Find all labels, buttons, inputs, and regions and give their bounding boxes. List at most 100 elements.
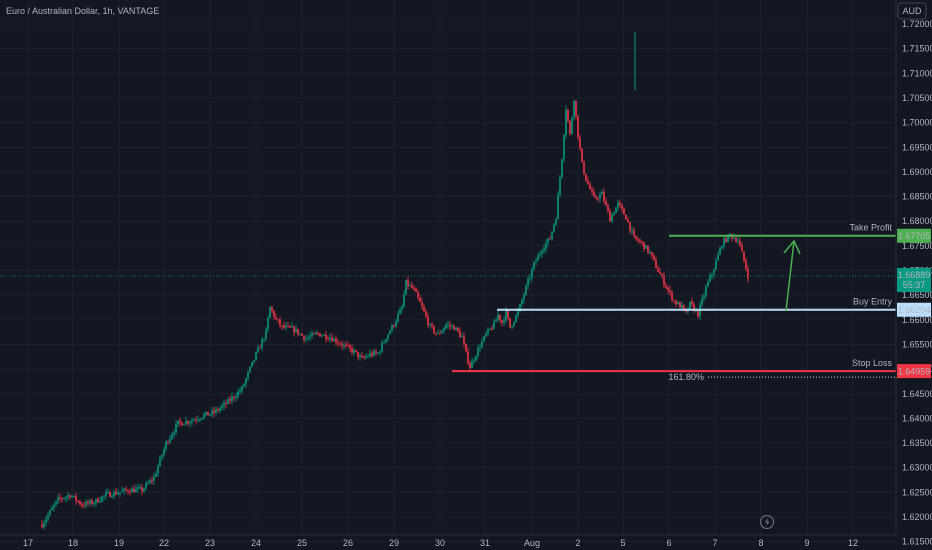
candle: [83, 501, 85, 508]
candle: [115, 487, 117, 496]
level-label: Stop Loss: [852, 358, 893, 368]
candle: [189, 420, 191, 428]
target-arrow: [783, 239, 801, 312]
levels-layer: Take Profit Buy Entry Stop Loss 161.80%: [0, 223, 896, 382]
candle: [437, 329, 439, 334]
candle: [111, 493, 113, 498]
candle: [117, 489, 119, 495]
candle: [41, 520, 43, 529]
candle: [119, 491, 121, 498]
candle: [213, 406, 215, 418]
candle: [697, 309, 699, 319]
candle: [399, 306, 401, 315]
candle: [345, 341, 347, 349]
candle: [209, 413, 211, 417]
candle: [493, 319, 495, 330]
candle: [107, 488, 109, 494]
candle: [503, 316, 505, 326]
x-tick-label: 6: [666, 538, 671, 548]
time-axis[interactable]: 17 18 19 22 23 24 25 26 29 30 31 Aug 2 5 6 7 8 9 12: [23, 538, 858, 548]
candle: [257, 344, 259, 354]
candle: [641, 240, 643, 246]
candle: [359, 352, 361, 362]
candle: [71, 494, 73, 499]
candle: [521, 298, 523, 307]
candle: [531, 266, 533, 281]
candle: [565, 105, 567, 140]
x-tick-label: 24: [251, 538, 261, 548]
candle: [431, 321, 433, 330]
candle: [155, 470, 157, 478]
x-tick-label: 2: [575, 538, 580, 548]
candle: [175, 420, 177, 436]
candle: [427, 312, 429, 328]
candle: [443, 326, 445, 334]
candle: [617, 199, 619, 212]
candle: [331, 333, 333, 343]
candle: [283, 321, 285, 330]
currency-button[interactable]: AUD: [897, 2, 927, 20]
candle: [549, 235, 551, 240]
candle: [173, 428, 175, 439]
candle: [191, 417, 193, 426]
candle: [351, 344, 353, 356]
candle: [253, 359, 255, 365]
candle: [357, 351, 359, 360]
candle: [109, 490, 111, 498]
y-tick-label: 1.71500: [902, 44, 932, 54]
candle: [145, 481, 147, 490]
candle: [649, 249, 651, 255]
candle: [709, 272, 711, 283]
candle: [467, 347, 469, 366]
candle: [705, 284, 707, 299]
candle: [51, 504, 53, 511]
candle: [425, 308, 427, 319]
candle: [169, 435, 171, 444]
candle: [665, 282, 667, 290]
candle: [385, 338, 387, 345]
candle: [127, 489, 129, 495]
candle: [599, 191, 601, 203]
candle: [463, 332, 465, 348]
candle: [373, 348, 375, 357]
candle: [297, 328, 299, 337]
candle: [485, 331, 487, 339]
x-tick-label: 9: [804, 538, 809, 548]
candle: [511, 325, 513, 330]
candle: [369, 349, 371, 358]
y-tick-label: 1.69000: [902, 167, 932, 177]
candle: [601, 189, 603, 195]
candle: [249, 366, 251, 374]
candle: [627, 216, 629, 223]
candle: [53, 502, 55, 512]
candle: [479, 343, 481, 353]
candle: [613, 211, 615, 216]
candle: [319, 333, 321, 337]
candle: [451, 323, 453, 329]
candle: [397, 310, 399, 324]
lightning-icon[interactable]: [760, 515, 774, 529]
candle: [515, 314, 517, 324]
candle: [99, 496, 101, 504]
candle: [405, 279, 407, 296]
candle: [337, 338, 339, 348]
candle: [367, 354, 369, 358]
candle: [339, 341, 341, 346]
candle: [389, 328, 391, 335]
candle: [553, 223, 555, 234]
candle: [299, 333, 301, 336]
candle: [87, 499, 89, 507]
candle: [383, 340, 385, 344]
candle: [605, 197, 607, 207]
candle: [151, 475, 153, 486]
candle: [741, 242, 743, 252]
candle: [737, 236, 739, 245]
candle: [301, 332, 303, 336]
candle: [569, 119, 571, 136]
candle: [381, 340, 383, 354]
candle: [555, 217, 557, 227]
candle: [489, 328, 491, 331]
candle: [459, 327, 461, 339]
